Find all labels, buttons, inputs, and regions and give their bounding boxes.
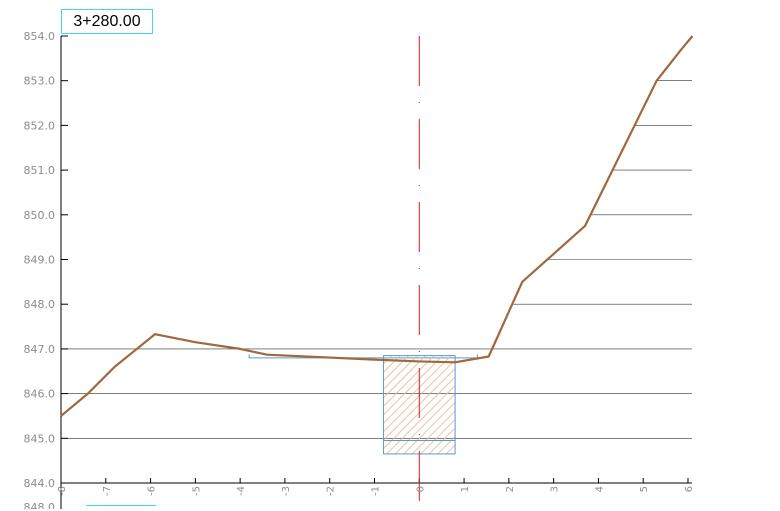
ground-profile bbox=[60, 35, 694, 417]
x-tick-label: 1 bbox=[460, 486, 471, 492]
x-tick-label: -8 bbox=[57, 486, 68, 496]
station-label: 3+280.00 bbox=[61, 9, 153, 34]
x-tick-label: 2 bbox=[505, 486, 516, 492]
x-tick-label: -2 bbox=[326, 486, 337, 496]
x-tick-label: 4 bbox=[594, 486, 605, 492]
y-tick-label: 847.0 bbox=[24, 343, 56, 356]
y-tick-label: 848.0 bbox=[24, 501, 56, 509]
x-tick-label: -3 bbox=[281, 486, 292, 496]
x-tick-label: 3 bbox=[550, 486, 561, 492]
y-tick-label: 852.0 bbox=[24, 119, 56, 132]
x-tick-label: -1 bbox=[371, 486, 382, 496]
axis bbox=[60, 35, 692, 509]
x-tick-label: -5 bbox=[191, 486, 202, 496]
x-tick-label: 5 bbox=[639, 486, 650, 492]
y-tick-label: 845.0 bbox=[24, 432, 56, 445]
y-tick-label: 851.0 bbox=[24, 164, 56, 177]
y-tick-label: 853.0 bbox=[24, 75, 56, 88]
structure bbox=[248, 354, 479, 455]
y-tick-label: 854.0 bbox=[24, 30, 56, 43]
x-tick-label: -4 bbox=[236, 486, 247, 496]
y-tick-label: 844.0 bbox=[24, 477, 56, 490]
y-tick-label: 848.0 bbox=[24, 298, 56, 311]
grid-lines bbox=[61, 80, 692, 439]
x-tick-label: -6 bbox=[147, 486, 158, 496]
x-tick-label: 6 bbox=[684, 486, 695, 492]
design-surface bbox=[248, 354, 479, 359]
y-tick-label: 846.0 bbox=[24, 388, 56, 401]
y-tick-label: 849.0 bbox=[24, 254, 56, 267]
x-tick-label: -7 bbox=[102, 486, 113, 496]
tick-labels: 854.0 853.0 852.0 851.0 850.0 849.0 848.0 847.0… bbox=[24, 30, 696, 509]
ground-line bbox=[60, 35, 694, 417]
y-tick-label: 850.0 bbox=[24, 209, 56, 222]
secondary-label-box bbox=[86, 505, 156, 511]
x-tick-label: 0 bbox=[415, 486, 426, 492]
